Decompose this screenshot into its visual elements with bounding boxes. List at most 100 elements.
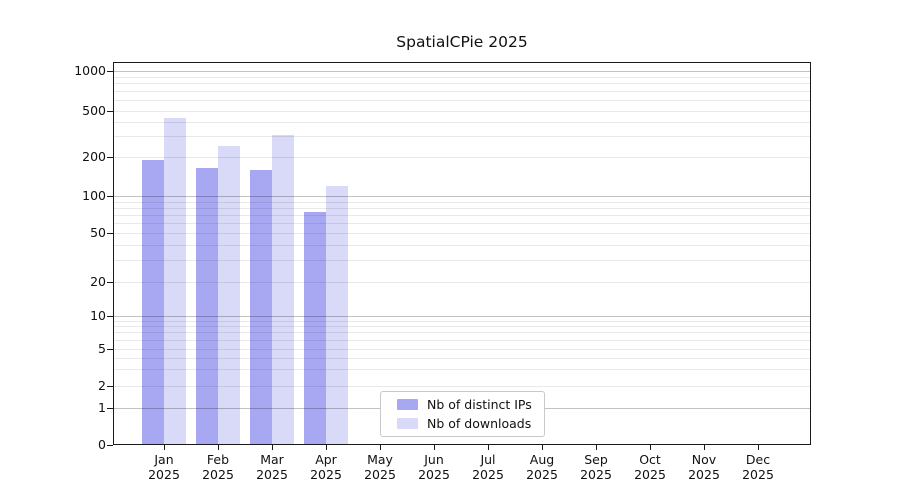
x-tick-mark [326, 445, 327, 450]
y-axis-tick-label: 5 [98, 340, 106, 356]
gridline-minor [114, 357, 810, 359]
gridline-major [114, 315, 810, 317]
x-axis-year-label: 2025 [742, 467, 774, 482]
y-axis-tick-label: 100 [82, 188, 106, 203]
y-tick-mark [107, 315, 113, 317]
x-axis-year-label: 2025 [256, 467, 288, 482]
y-axis-tick-label: 500 [82, 102, 106, 118]
x-axis-month-label: Oct [639, 452, 661, 467]
gridline-minor [114, 201, 810, 203]
x-axis-month-label: Jun [424, 452, 444, 467]
x-axis-month-label: Nov [691, 452, 717, 467]
x-axis-year-label: 2025 [310, 467, 342, 482]
legend: Nb of distinct IPs Nb of downloads [380, 391, 545, 437]
x-axis-month-label: Jan [154, 452, 174, 467]
gridline-minor [114, 215, 810, 217]
x-tick-mark [704, 445, 705, 450]
x-axis-month-label: Jul [480, 452, 496, 467]
bar-downloads-feb [218, 145, 240, 444]
x-axis-year-label: 2025 [580, 467, 612, 482]
x-tick-mark [488, 445, 489, 450]
y-tick-mark [107, 444, 113, 446]
gridline-minor [114, 91, 810, 93]
bar-distinct-ips-jan [142, 159, 164, 444]
gridline-minor [114, 121, 810, 123]
x-tick-mark [758, 445, 759, 450]
gridline-major [114, 196, 810, 197]
legend-label-distinct-ips: Nb of distinct IPs [427, 397, 532, 412]
bar-distinct-ips-feb [196, 168, 218, 444]
y-axis-tick-label: 200 [82, 149, 106, 164]
gridline-minor [114, 110, 810, 112]
y-axis-tick-label: 20 [90, 274, 106, 289]
y-tick-mark [107, 110, 113, 112]
y-tick-mark [107, 196, 113, 197]
gridline-minor [114, 326, 810, 328]
x-axis-month-label: Mar [260, 452, 284, 467]
x-axis-year-label: 2025 [688, 467, 720, 482]
x-axis-year-label: 2025 [418, 467, 450, 482]
x-axis-month-label: Feb [206, 452, 230, 467]
gridline-minor [114, 136, 810, 138]
gridline-minor [114, 223, 810, 225]
y-axis-tick-label: 1000 [74, 62, 106, 78]
bar-distinct-ips-mar [250, 170, 272, 444]
gridline-minor [114, 83, 810, 85]
y-tick-mark [107, 70, 113, 72]
y-axis-tick-label: 1 [98, 399, 106, 415]
y-axis-tick-label: 2 [98, 377, 106, 393]
x-tick-mark [596, 445, 597, 450]
bar-distinct-ips-apr [304, 212, 326, 444]
y-axis-tick-label: 50 [90, 225, 106, 240]
chart-title: SpatialCPie 2025 [396, 33, 528, 51]
y-tick-mark [107, 385, 113, 387]
y-tick-mark [107, 282, 113, 283]
x-tick-mark [542, 445, 543, 450]
legend-item-downloads: Nb of downloads [397, 416, 544, 431]
x-tick-mark [164, 445, 165, 450]
gridline-minor [114, 339, 810, 341]
x-tick-mark [272, 445, 273, 450]
bar-downloads-apr [326, 185, 348, 444]
legend-swatch-distinct-ips [397, 399, 418, 410]
gridline-minor [114, 385, 810, 387]
x-axis-year-label: 2025 [634, 467, 666, 482]
gridline-major [114, 70, 810, 72]
gridline-minor [114, 348, 810, 350]
gridline-minor [114, 233, 810, 234]
plot-area [113, 62, 811, 445]
gridline-minor [114, 260, 810, 262]
gridline-minor [114, 369, 810, 371]
x-axis-year-label: 2025 [526, 467, 558, 482]
gridline-minor [114, 99, 810, 101]
y-tick-mark [107, 407, 113, 409]
x-axis-year-label: 2025 [364, 467, 396, 482]
y-tick-mark [107, 157, 113, 158]
gridline-minor [114, 76, 810, 78]
legend-item-distinct-ips: Nb of distinct IPs [397, 397, 544, 412]
y-tick-mark [107, 348, 113, 350]
x-tick-mark [650, 445, 651, 450]
y-axis-tick-label: 0 [98, 436, 106, 452]
gridline-minor [114, 207, 810, 209]
x-tick-mark [218, 445, 219, 450]
y-tick-mark [107, 233, 113, 234]
x-axis-month-label: May [367, 452, 393, 467]
gridline-minor [114, 332, 810, 334]
x-axis-year-label: 2025 [202, 467, 234, 482]
x-tick-mark [380, 445, 381, 450]
bar-downloads-mar [272, 134, 294, 444]
x-axis-year-label: 2025 [148, 467, 180, 482]
legend-swatch-downloads [397, 418, 418, 429]
gridline-minor [114, 244, 810, 246]
y-axis-tick-label: 10 [90, 307, 106, 323]
gridline-minor [114, 157, 810, 158]
x-axis-month-label: Dec [745, 452, 771, 467]
gridline-minor [114, 282, 810, 283]
x-axis-month-label: Aug [529, 452, 555, 467]
x-axis-month-label: Apr [315, 452, 337, 467]
legend-label-downloads: Nb of downloads [427, 416, 532, 431]
x-axis-year-label: 2025 [472, 467, 504, 482]
x-tick-mark [434, 445, 435, 450]
